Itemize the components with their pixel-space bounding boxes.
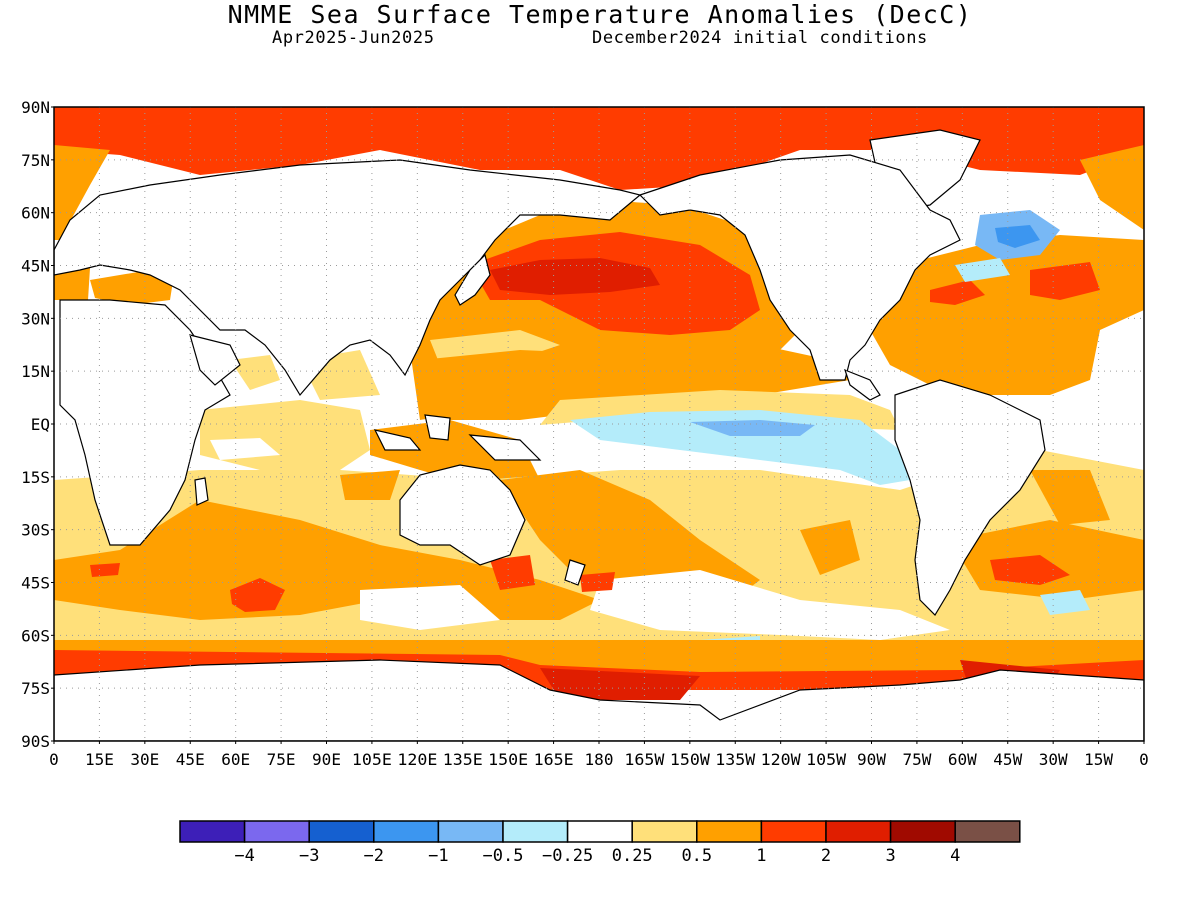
map-title: NMME Sea Surface Temperature Anomalies (… — [227, 0, 973, 29]
longitude-tick-label: 150W — [670, 750, 710, 769]
colorbar-labels: −4 −3 −2 −1 −0.5 −0.25 0.25 0.5 1 2 3 4 — [234, 846, 960, 866]
longitude-tick-label: 120W — [761, 750, 801, 769]
colorbar-swatches — [179, 820, 1021, 843]
longitude-tick-label: 105E — [352, 750, 392, 769]
colorbar-label: 1 — [756, 846, 766, 866]
longitude-tick-label: 90E — [312, 750, 341, 769]
initial-conditions: December2024 initial conditions — [592, 28, 928, 48]
longitude-tick-label: 75E — [267, 750, 296, 769]
longitude-tick-label: 165E — [534, 750, 574, 769]
colorbar-label: 0.25 — [612, 846, 653, 866]
colorbar-label: −4 — [234, 846, 254, 866]
longitude-tick-label: 105W — [806, 750, 846, 769]
coastlines — [54, 129, 1144, 741]
colorbar-swatch — [243, 820, 310, 843]
colorbar-swatch — [308, 820, 375, 843]
colorbar-label: 3 — [885, 846, 895, 866]
colorbar-label: −3 — [299, 846, 319, 866]
longitude-tick-label: 15W — [1084, 750, 1113, 769]
latitude-tick-label: EQ — [31, 415, 50, 434]
colorbar-label: 0.5 — [681, 846, 712, 866]
longitude-tick-label: 75W — [902, 750, 931, 769]
colorbar-swatch — [373, 820, 440, 843]
latitude-tick-label: 30N — [21, 309, 50, 328]
longitude-tick-label: 45W — [993, 750, 1022, 769]
colorbar-swatch — [825, 820, 892, 843]
colorbar-swatch — [889, 820, 956, 843]
colorbar-swatch — [760, 820, 827, 843]
colorbar-swatch — [437, 820, 504, 843]
north-america-landmass — [638, 154, 961, 381]
latitude-tick-label: 45S — [21, 574, 50, 593]
longitude-tick-label: 30E — [130, 750, 159, 769]
longitude-tick-label: 120E — [397, 750, 437, 769]
latitude-tick-label: 30S — [21, 521, 50, 540]
colorbar-swatch — [566, 820, 633, 843]
longitude-axis: 0 15E 30E 45E 60E 75E 90E 105E 120E 135E 150E 165E 1… — [49, 741, 1149, 769]
latitude-axis: 90N 75N 60N 45N 30N 15N EQ 15S 30S 45S 60S 75S 90S — [21, 98, 54, 751]
longitude-tick-label: 90W — [857, 750, 886, 769]
longitude-tick-label: 0 — [49, 750, 59, 769]
longitude-tick-label: 45E — [176, 750, 205, 769]
colorbar-label: −1 — [428, 846, 448, 866]
colorbar-swatch — [696, 820, 763, 843]
colorbar-label: 4 — [950, 846, 960, 866]
longitude-tick-label: 135W — [715, 750, 755, 769]
graticule — [54, 107, 1144, 741]
colorbar-swatch — [179, 820, 246, 843]
latitude-tick-label: 75N — [21, 151, 50, 170]
colorbar-swatch — [502, 820, 569, 843]
arctic-warm-anomaly — [54, 107, 1144, 190]
longitude-tick-label: 60E — [221, 750, 250, 769]
latitude-tick-label: 15S — [21, 468, 50, 487]
longitude-tick-label: 0 — [1139, 750, 1149, 769]
latitude-tick-label: 15N — [21, 362, 50, 381]
colorbar-label: −2 — [364, 846, 384, 866]
longitude-tick-label: 180 — [585, 750, 614, 769]
colorbar-swatch — [954, 820, 1021, 843]
longitude-tick-label: 135E — [443, 750, 483, 769]
longitude-tick-label: 15E — [85, 750, 114, 769]
longitude-tick-label: 30W — [1039, 750, 1068, 769]
latitude-tick-label: 60N — [21, 204, 50, 223]
latitude-tick-label: 60S — [21, 626, 50, 645]
longitude-tick-label: 165W — [624, 750, 664, 769]
antarctica-landmass — [54, 659, 1144, 741]
forecast-period: Apr2025-Jun2025 — [272, 28, 435, 48]
south-america-landmass — [894, 379, 1046, 616]
latitude-tick-label: 75S — [21, 679, 50, 698]
latitude-tick-label: 45N — [21, 257, 50, 276]
longitude-tick-label: 60W — [948, 750, 977, 769]
colorbar-label: −0.5 — [483, 846, 524, 866]
eurasia-landmass — [54, 159, 642, 397]
longitude-tick-label: 150E — [488, 750, 528, 769]
equatorial-pacific-cool-anomaly — [570, 410, 910, 485]
latitude-tick-label: 90N — [21, 98, 50, 117]
africa-landmass — [59, 299, 231, 546]
colorbar-label: 2 — [821, 846, 831, 866]
colorbar-label: −0.25 — [542, 846, 593, 866]
colorbar-swatch — [631, 820, 698, 843]
latitude-tick-label: 90S — [21, 732, 50, 751]
